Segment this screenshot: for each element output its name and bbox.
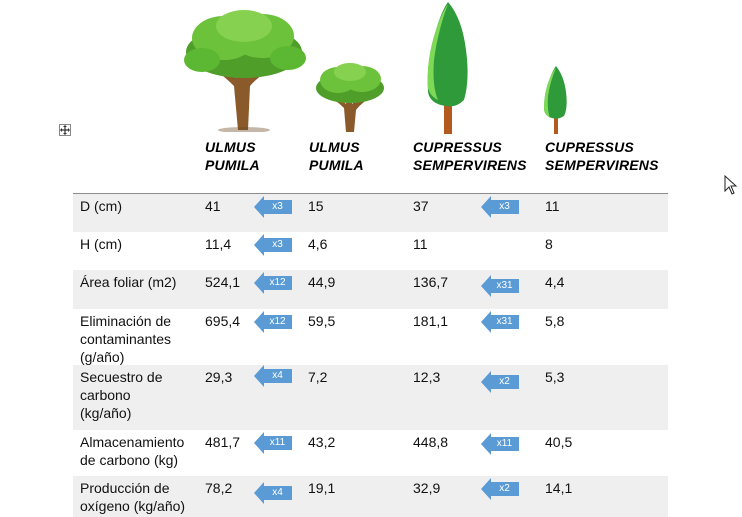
multiplier-label: x11 [496,438,513,449]
mouse-cursor-icon [724,175,738,195]
value-cell: 43,2 [308,434,336,450]
value-cell: 78,2 [205,480,233,496]
small-elm-tree-icon [316,63,384,132]
multiplier-arrow: x31 [481,275,519,297]
value-cell: 4,6 [308,236,328,252]
value-cell: 40,5 [545,434,573,450]
multiplier-label: x4 [272,370,283,381]
multiplier-arrow: x2 [481,371,519,393]
value-cell: 695,4 [205,313,241,329]
value-cell: 4,4 [545,274,565,290]
multiplier-arrow: x4 [254,482,292,504]
value-cell: 44,9 [308,274,336,290]
multiplier-label: x2 [499,376,510,387]
value-cell: 7,2 [308,369,328,385]
metric-label: Almacenamiento de carbono (kg) [80,434,185,468]
table-row: Área foliar (m2) 524,1 44,9 136,7 4,4 [73,270,668,309]
multiplier-arrow: x4 [254,365,292,387]
value-cell: 481,7 [205,434,241,450]
value-cell: 524,1 [205,274,241,290]
species-header-1: ULMUS PUMILA [205,139,260,173]
species-header-3: CUPRESSUS SEMPERVIRENS [413,139,527,173]
species-header-2: ULMUS PUMILA [309,139,364,173]
table-move-handle-icon[interactable] [59,124,71,136]
value-cell: 12,3 [413,369,441,385]
table-row: H (cm) 11,4 4,6 11 8 [73,232,668,270]
multiplier-label: x12 [269,277,286,288]
value-cell: 136,7 [413,274,449,290]
header-divider [73,193,668,194]
table-row: D (cm) 41 15 37 11 [73,194,668,232]
multiplier-label: x11 [269,437,286,448]
value-cell: 181,1 [413,313,449,329]
large-cypress-tree-icon [427,2,468,134]
multiplier-label: x3 [499,201,510,212]
multiplier-arrow: x3 [254,234,292,256]
multiplier-arrow: x31 [481,311,519,333]
value-cell: 14,1 [545,480,573,496]
value-cell: 41 [205,198,221,214]
value-cell: 11 [413,236,428,252]
value-cell: 32,9 [413,480,441,496]
metric-label: Producción de oxígeno (kg/año) [80,480,186,514]
metric-label: H (cm) [80,236,122,252]
table-row: Eliminación de contaminantes (g/año) 695… [73,309,668,365]
value-cell: 29,3 [205,369,233,385]
multiplier-arrow: x3 [254,196,292,218]
metric-label: Área foliar (m2) [80,274,177,290]
value-cell: 37 [413,198,429,214]
multiplier-label: x4 [272,487,283,498]
large-elm-tree-icon [184,10,306,132]
species-header-4: CUPRESSUS SEMPERVIRENS [545,139,659,173]
value-cell: 19,1 [308,480,336,496]
multiplier-label: x3 [272,201,283,212]
value-cell: 448,8 [413,434,449,450]
multiplier-label: x31 [496,316,513,327]
multiplier-label: x3 [272,239,283,250]
table-row: Producción de oxígeno (kg/año) 78,2 19,1… [73,476,668,517]
value-cell: 5,8 [545,313,565,329]
value-cell: 11 [545,198,560,214]
metric-label: Eliminación de contaminantes (g/año) [80,313,172,365]
multiplier-arrow: x3 [481,196,519,218]
table-row: Almacenamiento de carbono (kg) 481,7 43,… [73,430,668,476]
value-cell: 59,5 [308,313,336,329]
value-cell: 8 [545,236,553,252]
multiplier-label: x12 [269,316,286,327]
multiplier-arrow: x12 [254,311,292,333]
multiplier-arrow: x2 [481,478,519,500]
multiplier-arrow: x12 [254,272,292,294]
small-cypress-tree-icon [544,66,567,134]
metric-label: D (cm) [80,198,122,214]
metric-label: Secuestro de carbono (kg/año) [80,369,163,421]
multiplier-label: x31 [496,280,513,291]
multiplier-label: x2 [499,483,510,494]
value-cell: 5,3 [545,369,565,385]
multiplier-arrow: x11 [481,433,519,455]
value-cell: 11,4 [205,236,232,252]
multiplier-arrow: x11 [254,432,292,454]
value-cell: 15 [308,198,324,214]
table-row: Secuestro de carbono (kg/año) 29,3 7,2 1… [73,365,668,430]
